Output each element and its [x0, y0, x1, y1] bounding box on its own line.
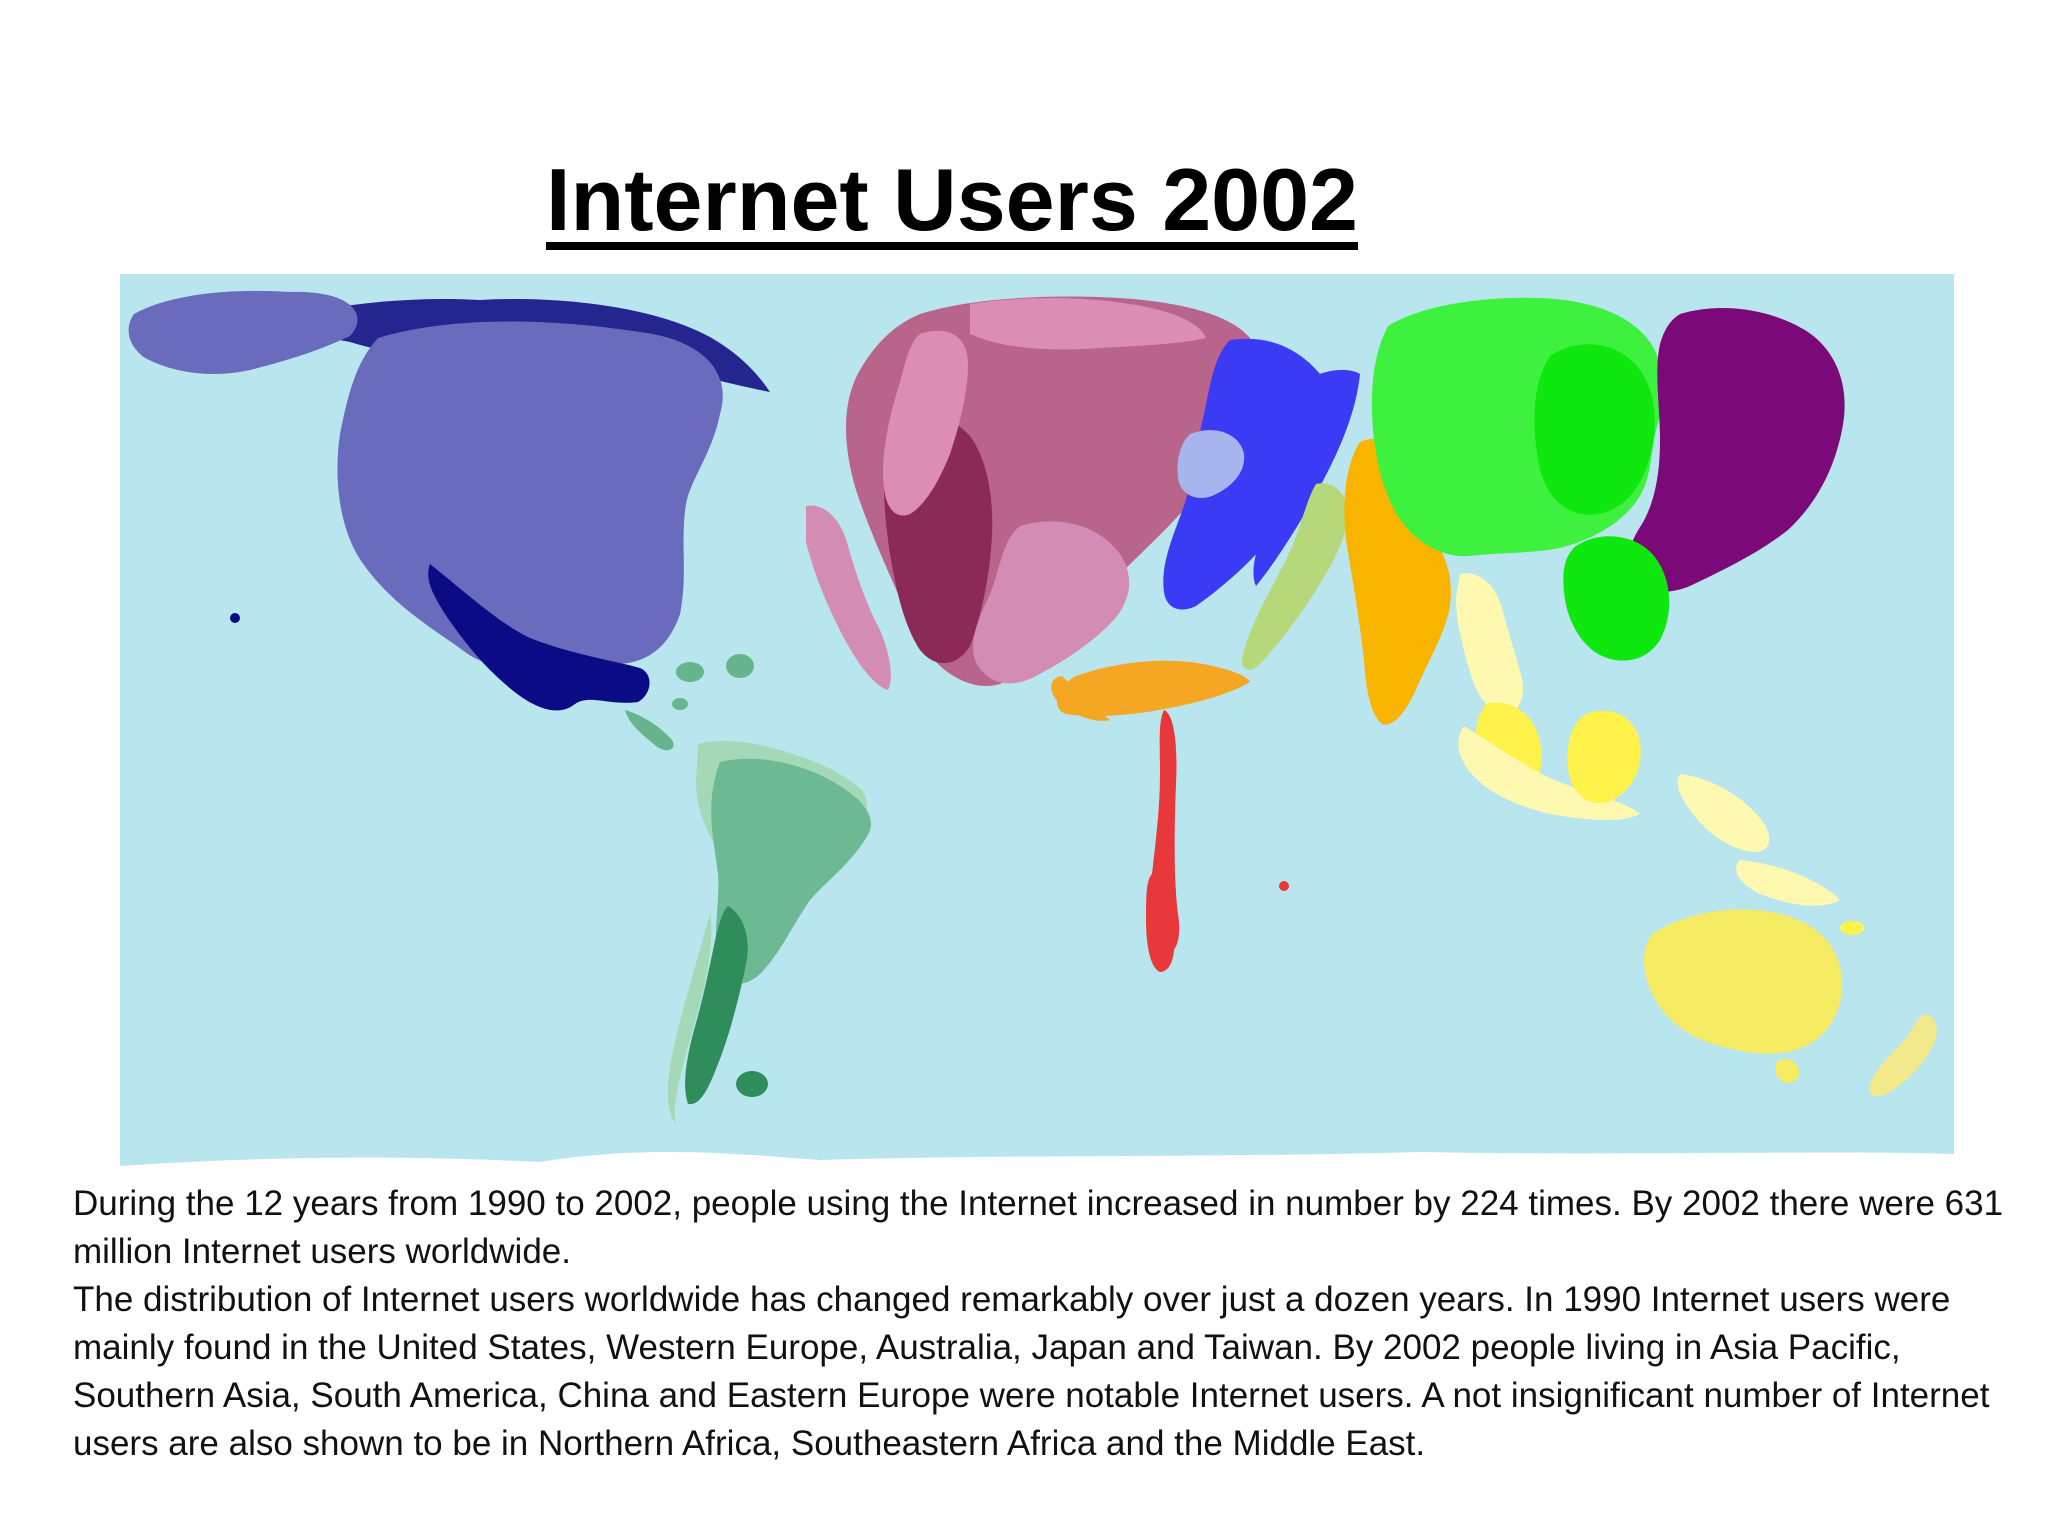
- region-eastern-europe-light: [1177, 430, 1245, 498]
- caption: During the 12 years from 1990 to 2002, p…: [73, 1180, 2013, 1468]
- region-central-america-isthmus: [625, 710, 674, 751]
- region-northern-africa-west: [1051, 676, 1110, 721]
- region-scandinavia: [970, 298, 1206, 350]
- region-middle-east: [1241, 483, 1348, 670]
- cartogram-svg: [120, 274, 1954, 1178]
- region-tasmania: [1775, 1059, 1799, 1083]
- caption-paragraph-1: During the 12 years from 1990 to 2002, p…: [73, 1184, 2004, 1271]
- region-japan: [1628, 308, 1845, 592]
- region-caribbean-island-1: [676, 662, 704, 682]
- region-caribbean-island-3: [672, 698, 688, 710]
- region-uk-ireland: [883, 330, 968, 516]
- region-taiwan-korea: [1563, 536, 1670, 661]
- region-northern-africa: [1057, 660, 1250, 716]
- region-hawaii: [230, 613, 240, 623]
- region-alaska: [128, 290, 358, 374]
- region-mauritius: [1279, 881, 1289, 891]
- region-southern-africa: [1146, 874, 1175, 972]
- region-argentina-chile: [685, 906, 748, 1105]
- region-caribbean-island-2: [726, 654, 754, 678]
- region-germany-italy: [973, 521, 1130, 684]
- region-australia: [1644, 909, 1843, 1054]
- region-eastern-europe: [1163, 338, 1334, 610]
- region-papua: [1736, 860, 1840, 906]
- region-pacific-islands: [1677, 774, 1770, 853]
- region-russia-corridor: [1253, 369, 1360, 586]
- region-mexico-central-america: [428, 564, 650, 711]
- region-new-zealand: [1869, 1014, 1937, 1097]
- region-china-inner: [1534, 344, 1655, 515]
- region-chile-coast: [667, 914, 712, 1124]
- region-southern-asia: [1344, 438, 1451, 725]
- antarctica: [120, 1151, 1954, 1178]
- region-new-caledonia: [1840, 921, 1864, 935]
- slide-title: Internet Users 2002: [546, 150, 1358, 249]
- region-iberia-west: [806, 505, 891, 690]
- region-southeast-asia-mainland: [1456, 573, 1524, 714]
- region-philippines-hongkong: [1567, 710, 1641, 804]
- region-brazil: [711, 758, 871, 984]
- world-cartogram-map: [120, 274, 1954, 1178]
- region-falklands: [736, 1071, 768, 1097]
- caption-paragraph-2: The distribution of Internet users world…: [73, 1280, 1990, 1463]
